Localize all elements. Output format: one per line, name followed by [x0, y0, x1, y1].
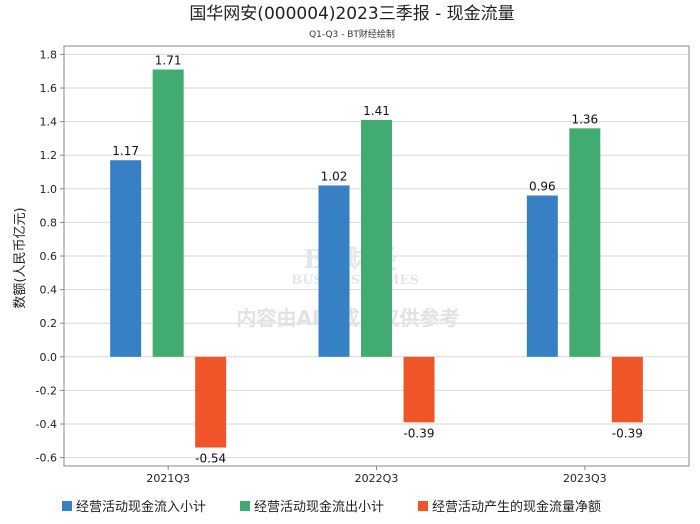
y-tick-label: -0.4	[36, 418, 57, 431]
x-tick-label: 2023Q3	[563, 472, 607, 485]
bars	[110, 69, 643, 448]
x-tick-label: 2022Q3	[355, 472, 399, 485]
data-label: 0.96	[529, 180, 556, 194]
chart-subtitle: Q1-Q3 - BT财经绘制	[309, 28, 395, 40]
legend-swatch	[418, 501, 428, 511]
bar	[318, 185, 350, 357]
x-tick-label: 2021Q3	[146, 472, 190, 485]
data-label: -0.54	[195, 452, 226, 466]
bar	[152, 69, 184, 357]
data-label: 1.17	[112, 144, 139, 158]
bar	[403, 356, 435, 423]
data-label: -0.39	[403, 426, 434, 440]
data-label: -0.39	[612, 426, 643, 440]
bar	[361, 119, 392, 357]
legend-label: 经营活动现金流入小计	[76, 499, 206, 515]
data-label: 1.02	[321, 169, 348, 183]
y-tick-label: 1.0	[40, 183, 58, 196]
legend-label: 经营活动现金流出小计	[254, 499, 384, 515]
y-tick-label: 0.8	[40, 216, 58, 229]
y-tick-label: 0.4	[40, 284, 58, 297]
data-label: 1.36	[571, 112, 598, 126]
bar	[195, 356, 227, 448]
bar	[526, 195, 558, 357]
data-label: 1.41	[363, 104, 390, 118]
data-label: 1.71	[155, 54, 182, 68]
bar	[611, 356, 643, 423]
watermark-logo-sub: BUSINESSTIMES	[291, 273, 419, 288]
data-labels: 1.17 1.71 -0.54 1.02 1.41 -0.39 0.96 1.36 -0.39	[112, 54, 643, 466]
y-tick-label: 0.6	[40, 250, 58, 263]
legend-label: 经营活动产生的现金流量净额	[432, 499, 601, 515]
bar	[569, 128, 601, 357]
bar	[110, 160, 142, 357]
y-axis-label: 数额(人民币亿元)	[13, 207, 28, 308]
y-tick-label: 1.2	[40, 149, 58, 162]
y-tick-label: 1.8	[40, 48, 58, 61]
legend-swatch	[62, 501, 72, 511]
y-tick-label: 1.6	[40, 82, 58, 95]
legend-swatch	[240, 501, 250, 511]
y-tick-label: 0.0	[40, 351, 58, 364]
y-tick-label: 1.4	[40, 116, 58, 129]
chart-title: 国华网安(000004)2023三季报 - 现金流量	[189, 4, 514, 24]
y-tick-label: -0.6	[36, 452, 57, 465]
axes: 1.8 1.6 1.4 1.2 1.0 0.8 0.6 0.4 0.2 0.0 -0.2 -0.4 -0…	[36, 45, 690, 485]
y-tick-label: -0.2	[36, 384, 57, 397]
legend: 经营活动现金流入小计 经营活动现金流出小计 经营活动产生的现金流量净额	[62, 499, 601, 515]
y-tick-label: 0.2	[40, 317, 58, 330]
